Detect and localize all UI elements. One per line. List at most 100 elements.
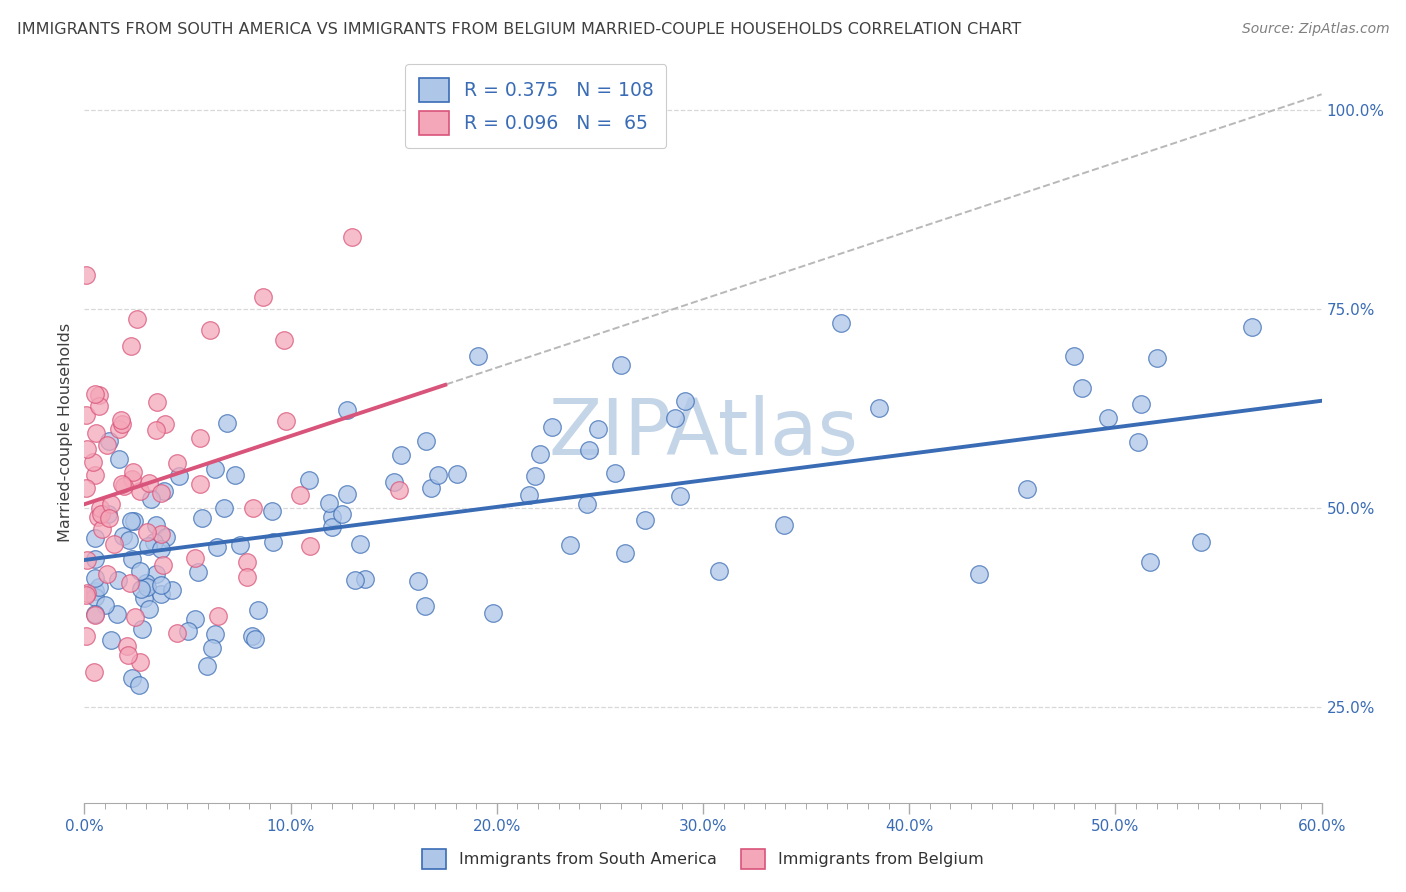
Point (1129, 397, 1152, 411)
Point (446, 467, 468, 482)
Point (467, 350, 489, 364)
Point (115, 640, 138, 654)
Point (75, 482, 97, 496)
Point (578, 443, 600, 458)
Point (229, 538, 252, 552)
Point (669, 490, 692, 504)
Point (575, 497, 598, 511)
Point (135, 580, 157, 594)
Point (75, 408, 97, 422)
Point (98, 434, 121, 448)
Point (121, 472, 143, 486)
Point (110, 413, 132, 427)
Point (1146, 351, 1168, 366)
Point (664, 410, 686, 425)
Point (195, 658, 218, 673)
Point (112, 529, 135, 543)
Point (84, 467, 107, 482)
Point (184, 612, 207, 626)
Point (135, 576, 157, 591)
Point (76, 442, 98, 457)
Point (336, 403, 359, 417)
Point (529, 447, 551, 461)
Point (187, 565, 209, 579)
Point (188, 477, 211, 491)
Point (420, 481, 443, 495)
Legend: Immigrants from South America, Immigrants from Belgium: Immigrants from South America, Immigrant… (416, 843, 990, 875)
Point (75, 588, 97, 602)
Point (408, 574, 430, 588)
Point (524, 468, 547, 483)
Point (426, 468, 449, 483)
Point (129, 483, 152, 498)
Point (482, 606, 505, 620)
Point (336, 487, 359, 501)
Point (131, 622, 153, 636)
Point (149, 485, 172, 500)
Point (83, 591, 105, 605)
Point (318, 496, 340, 510)
Point (330, 507, 353, 521)
Point (82, 455, 104, 469)
Point (76, 586, 98, 600)
Point (188, 431, 211, 445)
Point (388, 483, 411, 498)
Point (242, 501, 264, 516)
Point (103, 536, 125, 550)
Point (118, 533, 141, 547)
Point (243, 632, 266, 647)
Point (76, 553, 98, 567)
Point (111, 417, 134, 432)
Point (97, 507, 120, 521)
Point (184, 551, 207, 566)
Point (128, 678, 150, 692)
Point (343, 574, 366, 588)
Point (1015, 483, 1038, 497)
Point (108, 422, 131, 436)
Point (1126, 434, 1149, 449)
Point (75, 628, 97, 642)
Point (100, 497, 122, 511)
Point (415, 434, 437, 448)
Point (868, 401, 890, 416)
Point (117, 648, 139, 662)
Point (321, 519, 343, 533)
Point (166, 626, 188, 640)
Point (586, 422, 609, 436)
Point (605, 466, 627, 480)
Point (83, 571, 105, 585)
Point (160, 583, 183, 598)
Point (138, 602, 160, 616)
Point (236, 570, 259, 584)
Point (90, 522, 112, 536)
Text: ZIPAtlas: ZIPAtlas (548, 394, 858, 471)
Point (83, 607, 105, 622)
Point (166, 456, 188, 470)
Point (83, 552, 105, 566)
Point (145, 566, 167, 581)
Point (75, 268, 97, 282)
Point (177, 624, 200, 638)
Point (413, 599, 436, 613)
Point (122, 465, 145, 479)
Point (201, 640, 224, 655)
Point (155, 530, 177, 544)
Point (967, 567, 990, 582)
Point (558, 538, 581, 552)
Point (145, 395, 167, 409)
Point (120, 576, 142, 591)
Point (83, 665, 105, 679)
Point (830, 316, 852, 330)
Point (519, 488, 541, 502)
Point (86, 509, 108, 524)
Point (610, 358, 633, 372)
Point (83, 583, 105, 598)
Point (224, 468, 246, 483)
Point (128, 565, 150, 579)
Point (773, 517, 796, 532)
Point (149, 578, 172, 592)
Point (389, 448, 412, 462)
Point (94, 599, 117, 613)
Point (111, 477, 134, 491)
Point (709, 564, 731, 578)
